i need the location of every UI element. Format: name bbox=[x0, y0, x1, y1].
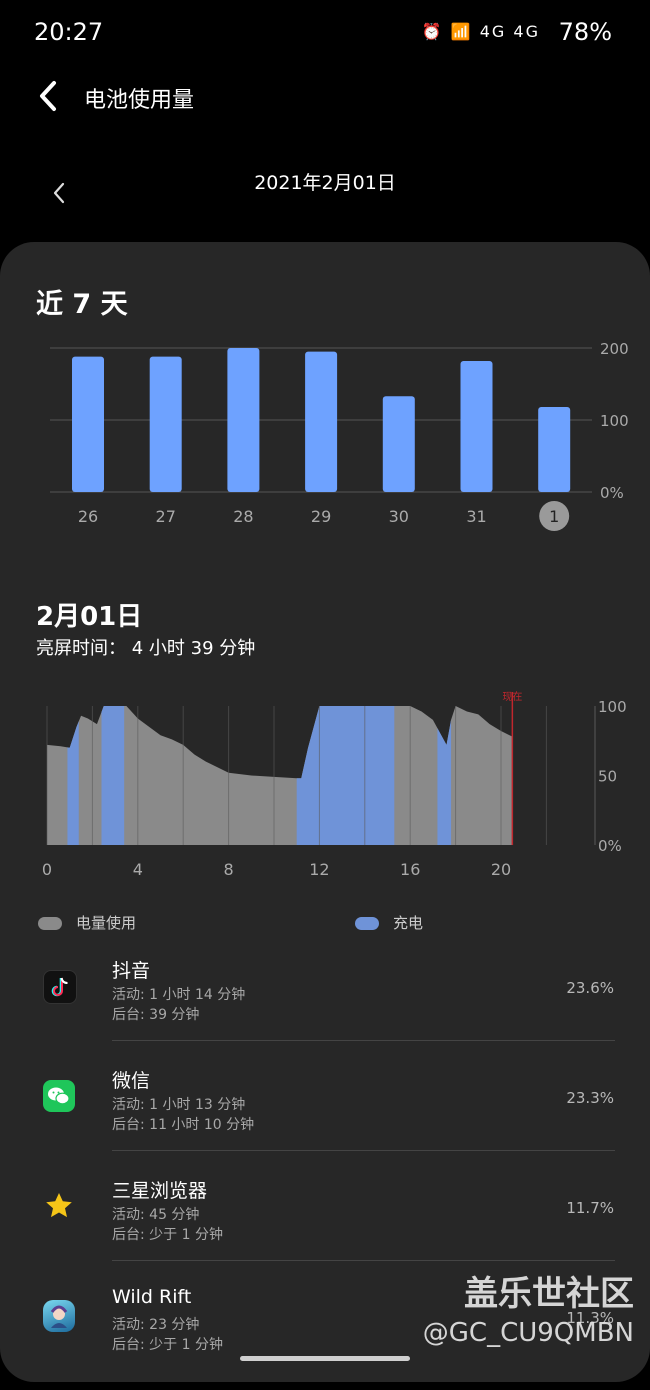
x-tick-label: 4 bbox=[133, 860, 143, 879]
divider bbox=[112, 1260, 615, 1261]
home-indicator[interactable] bbox=[240, 1356, 410, 1361]
app-row-wild-rift[interactable]: Wild Rift 活动: 23 分钟 后台: 少于 1 分钟 11.3% bbox=[0, 1280, 650, 1390]
charging-segment bbox=[437, 706, 452, 845]
app-row-samsung-browser[interactable]: 三星浏览器 活动: 45 分钟 后台: 少于 1 分钟 11.7% bbox=[0, 1170, 650, 1280]
back-arrow-icon[interactable] bbox=[34, 78, 64, 114]
status-icons: ⏰ 📶 4G 4G bbox=[421, 22, 540, 41]
app-row-douyin[interactable]: 抖音 活动: 1 小时 14 分钟 后台: 39 分钟 23.6% bbox=[0, 950, 650, 1060]
x-tick-label: 26 bbox=[78, 507, 98, 526]
bar[interactable] bbox=[382, 396, 415, 492]
app-row-wechat[interactable]: 微信 活动: 1 小时 13 分钟 后台: 11 小时 10 分钟 23.3% bbox=[0, 1060, 650, 1170]
y-tick-label: 0% bbox=[600, 484, 624, 502]
bar[interactable] bbox=[149, 356, 182, 492]
legend-charge-label: 充电 bbox=[393, 914, 424, 932]
app-name: Wild Rift bbox=[112, 1286, 192, 1308]
app-percent: 23.3% bbox=[566, 1089, 614, 1107]
x-tick-label: 0 bbox=[42, 860, 52, 879]
bar[interactable] bbox=[305, 351, 338, 492]
bar[interactable] bbox=[538, 407, 571, 492]
x-tick-label: 28 bbox=[233, 507, 253, 526]
legend-charge-swatch bbox=[355, 917, 379, 930]
previous-date-icon[interactable] bbox=[48, 178, 70, 208]
app-name: 三星浏览器 bbox=[112, 1180, 208, 1202]
x-tick-label: 31 bbox=[466, 507, 486, 526]
x-tick-label: 29 bbox=[311, 507, 331, 526]
app-background-time: 后台: 39 分钟 bbox=[112, 1007, 200, 1023]
legend-usage: 电量使用 bbox=[38, 912, 136, 933]
app-percent: 23.6% bbox=[566, 979, 614, 997]
weekly-title: 近 7 天 bbox=[36, 289, 128, 320]
selected-date: 2021年2月01日 bbox=[254, 172, 396, 194]
usage-area bbox=[47, 706, 513, 845]
charging-segment bbox=[67, 706, 79, 845]
app-active-time: 活动: 1 小时 13 分钟 bbox=[112, 1097, 246, 1113]
x-tick-label: 27 bbox=[156, 507, 176, 526]
daily-battery-chart: 现在 100 50 0% 0 4 8 12 16 20 bbox=[42, 691, 627, 879]
bar[interactable] bbox=[72, 356, 104, 492]
watermark-handle: @GC_CU9QMBN bbox=[422, 1318, 634, 1348]
app-background-time: 后台: 少于 1 分钟 bbox=[112, 1227, 223, 1243]
x-tick-label: 8 bbox=[224, 860, 234, 879]
legend-usage-swatch bbox=[38, 917, 62, 930]
app-name: 微信 bbox=[112, 1070, 151, 1092]
app-active-time: 活动: 1 小时 14 分钟 bbox=[112, 987, 246, 1003]
star-icon bbox=[43, 1190, 75, 1222]
selected-day-indicator[interactable] bbox=[539, 501, 570, 531]
battery-level: 78% bbox=[558, 18, 612, 46]
weekly-bar-chart: 200 100 0% 26 27 28 29 30 31 1 bbox=[50, 340, 629, 531]
wechat-icon bbox=[43, 1080, 75, 1112]
charging-segment bbox=[296, 706, 395, 845]
screen-time: 亮屏时间： 4 小时 39 分钟 bbox=[36, 638, 256, 659]
page-title: 电池使用量 bbox=[84, 88, 195, 113]
divider bbox=[112, 1040, 615, 1041]
status-bar: 20:27 ⏰ 📶 4G 4G 78% bbox=[0, 0, 650, 64]
legend-usage-label: 电量使用 bbox=[76, 914, 137, 932]
app-background-time: 后台: 少于 1 分钟 bbox=[112, 1337, 223, 1353]
legend-charge: 充电 bbox=[355, 912, 423, 933]
app-active-time: 活动: 23 分钟 bbox=[112, 1317, 200, 1333]
y-tick-label: 50 bbox=[598, 768, 617, 786]
divider bbox=[112, 1150, 615, 1151]
x-tick-label: 16 bbox=[400, 860, 420, 879]
app-percent: 11.7% bbox=[566, 1199, 614, 1217]
app-name: 抖音 bbox=[112, 960, 151, 982]
x-tick-label: 30 bbox=[389, 507, 409, 526]
charging-segment bbox=[101, 706, 125, 845]
x-tick-label: 12 bbox=[309, 860, 329, 879]
watermark-title: 盖乐世社区 bbox=[464, 1274, 634, 1314]
y-tick-label: 200 bbox=[600, 340, 629, 358]
day-title: 2月01日 bbox=[36, 602, 143, 632]
now-label: 现在 bbox=[502, 691, 522, 703]
status-time: 20:27 bbox=[34, 18, 104, 46]
bar[interactable] bbox=[460, 360, 493, 492]
bar[interactable] bbox=[227, 348, 260, 492]
app-active-time: 活动: 45 分钟 bbox=[112, 1207, 200, 1223]
y-tick-label: 100 bbox=[600, 412, 629, 430]
y-tick-label: 100 bbox=[598, 698, 627, 716]
x-tick-label: 1 bbox=[549, 507, 559, 526]
app-background-time: 后台: 11 小时 10 分钟 bbox=[112, 1117, 255, 1133]
y-tick-label: 0% bbox=[598, 837, 622, 855]
app-percent: 11.3% bbox=[566, 1309, 614, 1327]
x-tick-label: 20 bbox=[491, 860, 511, 879]
game-icon bbox=[43, 1300, 75, 1332]
tiktok-icon bbox=[43, 970, 77, 1004]
